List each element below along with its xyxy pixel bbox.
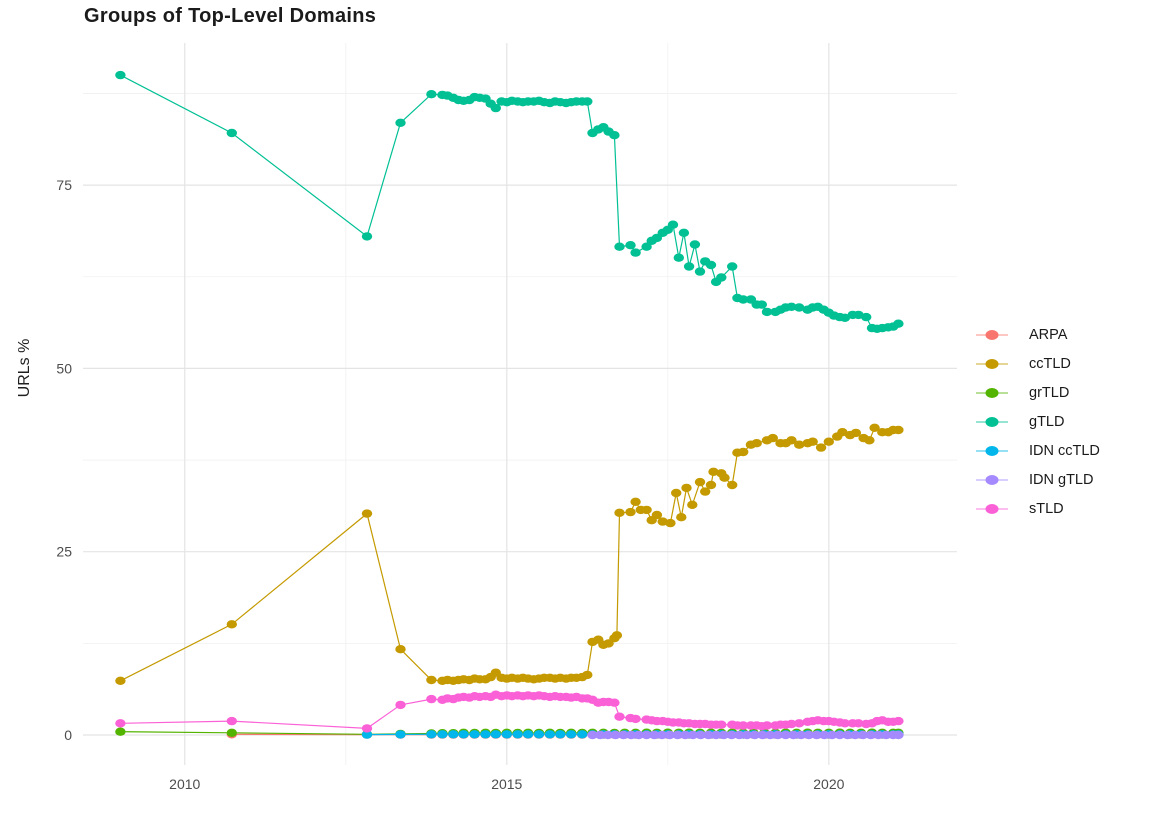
series-points-cctld — [115, 423, 904, 685]
legend-key-icon — [976, 445, 1008, 456]
legend-item-cctld: ccTLD — [975, 349, 1100, 378]
legend-item-stld: sTLD — [975, 494, 1100, 523]
legend-label: gTLD — [1029, 413, 1065, 430]
legend-label: IDN gTLD — [1029, 471, 1094, 488]
legend-item-gtld: gTLD — [975, 407, 1100, 436]
legend-item-arpa: ARPA — [975, 320, 1100, 349]
x-axis-tick-labels: 2010 2015 2020 — [169, 776, 844, 792]
x-tick-label: 2015 — [491, 776, 522, 792]
series-line-gtld — [120, 74, 899, 330]
series-points-idn-gtld — [587, 730, 904, 740]
y-tick-label: 75 — [56, 177, 72, 193]
legend-key-icon — [976, 358, 1008, 369]
legend: ARPA ccTLD grTLD gTLD IDN ccTLD IDN gTLD sTLD — [975, 320, 1100, 523]
legend-key-icon — [976, 387, 1008, 398]
chart-title: Groups of Top-Level Domains — [84, 5, 377, 27]
legend-label: IDN ccTLD — [1029, 442, 1100, 459]
legend-label: ccTLD — [1029, 355, 1071, 372]
x-tick-label: 2020 — [813, 776, 844, 792]
legend-item-grtld: grTLD — [975, 378, 1100, 407]
x-tick-label: 2010 — [169, 776, 200, 792]
y-tick-label: 50 — [56, 360, 72, 376]
series-line-cctld — [120, 426, 899, 682]
y-axis-tick-labels: 0 25 50 75 — [56, 177, 72, 743]
legend-item-idn-gtld: IDN gTLD — [975, 465, 1100, 494]
series-points-gtld — [115, 70, 904, 333]
legend-label: ARPA — [1029, 326, 1068, 343]
major-gridlines — [83, 43, 957, 765]
legend-label: grTLD — [1029, 384, 1070, 401]
legend-label: sTLD — [1029, 500, 1064, 517]
y-tick-label: 25 — [56, 544, 72, 560]
minor-gridlines — [83, 43, 957, 765]
legend-key-icon — [976, 503, 1008, 514]
legend-key-icon — [976, 474, 1008, 485]
y-tick-label: 0 — [64, 727, 72, 743]
series-points-stld — [115, 690, 904, 733]
legend-key-icon — [976, 416, 1008, 427]
legend-key-icon — [976, 329, 1008, 340]
legend-item-idn-cctld: IDN ccTLD — [975, 436, 1100, 465]
